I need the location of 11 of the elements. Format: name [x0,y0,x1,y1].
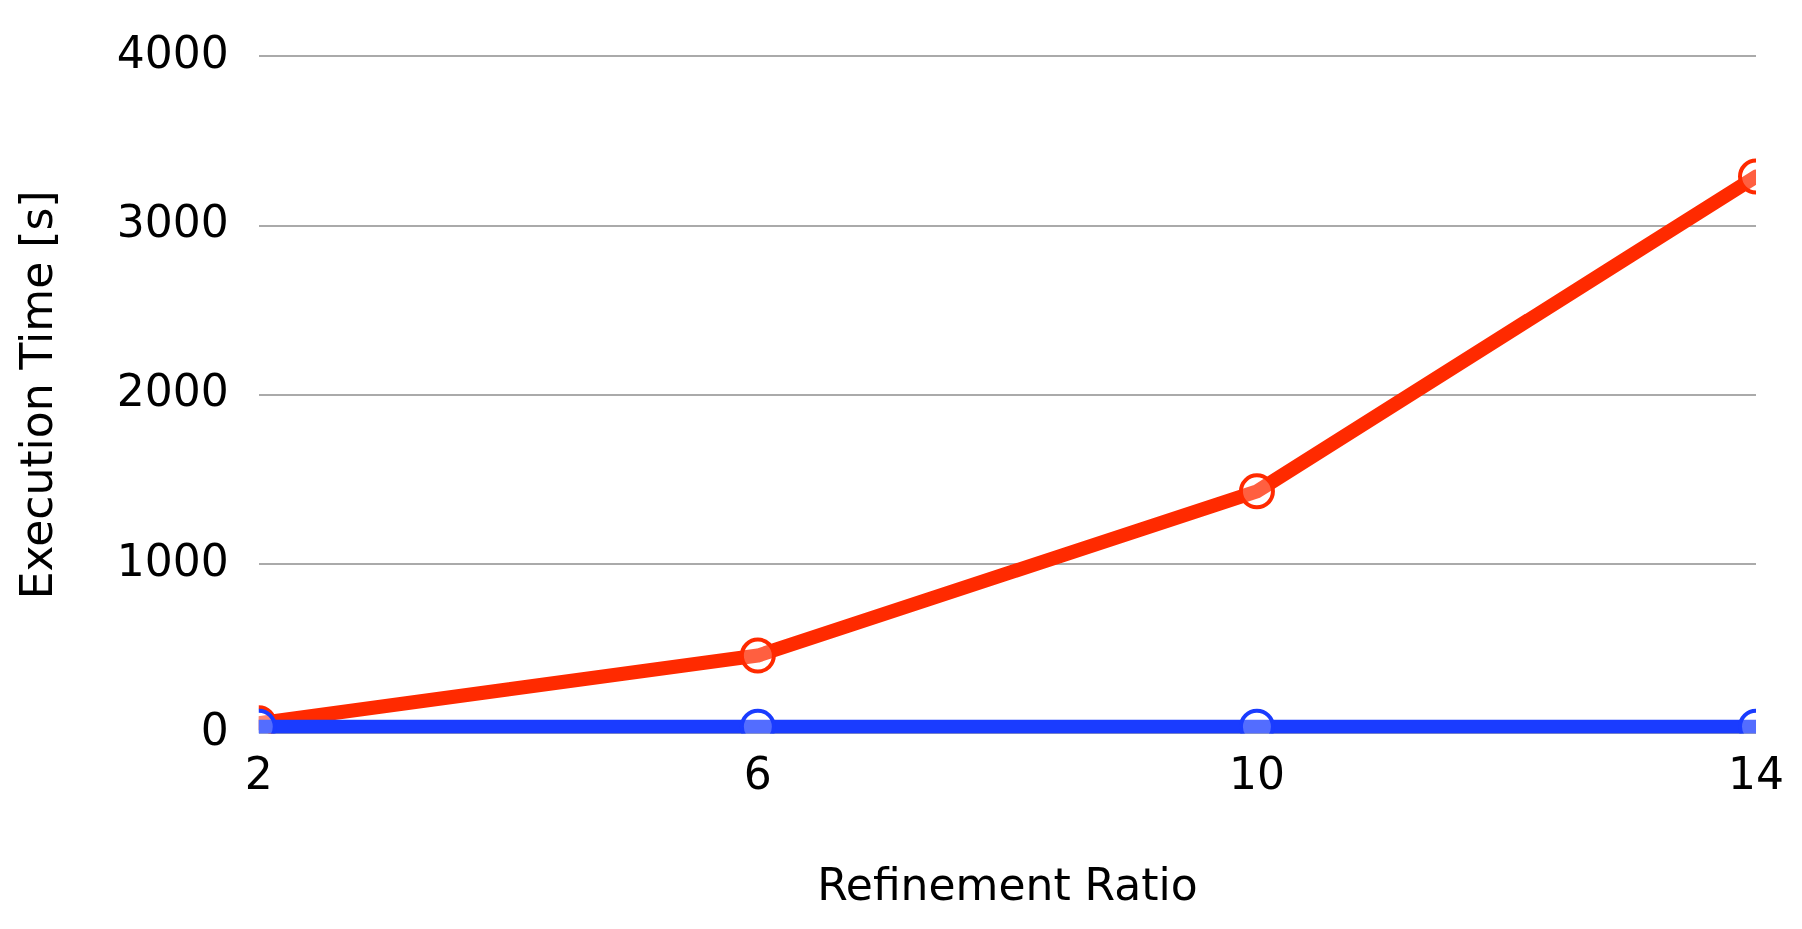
y-tick-label: 3000 [116,196,229,248]
x-tick-label: 10 [1228,748,1285,800]
y-tick-label: 0 [200,703,229,755]
y-tick-label: 2000 [116,365,229,417]
x-tick-label: 2 [244,748,273,800]
y-axis-title: Execution Time [s] [10,190,62,600]
y-tick-label: 1000 [116,534,229,586]
y-tick-label: 4000 [116,26,229,78]
x-tick-label: 6 [743,748,772,800]
x-tick-label: 14 [1728,748,1785,800]
x-axis-title: Refinement Ratio [817,859,1198,911]
